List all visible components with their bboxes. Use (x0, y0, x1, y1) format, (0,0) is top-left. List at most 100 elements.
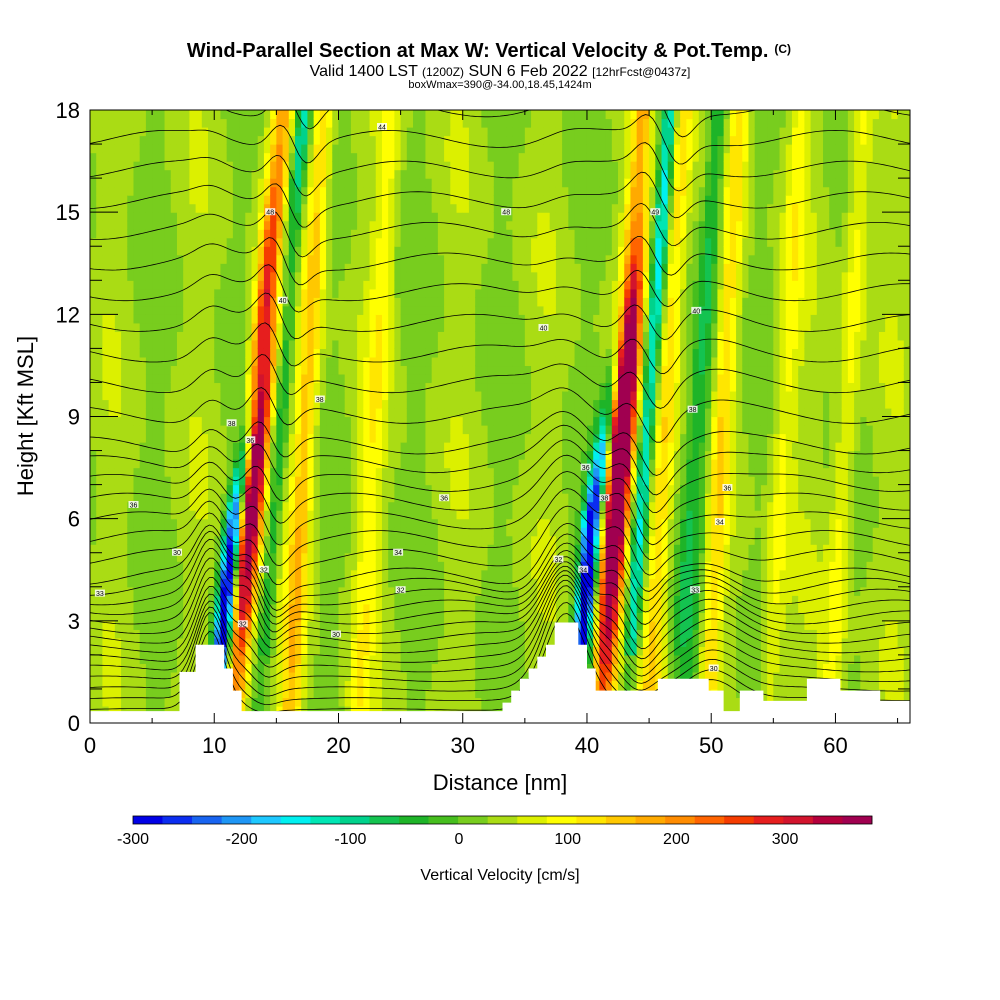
velocity-cell (456, 637, 464, 647)
velocity-cell (201, 467, 209, 477)
velocity-cell (413, 535, 420, 545)
velocity-cell (270, 459, 277, 469)
velocity-cell (214, 305, 222, 315)
velocity-cell (437, 561, 445, 571)
velocity-cell (208, 220, 215, 230)
velocity-cell (239, 425, 246, 435)
velocity-cell (183, 407, 190, 418)
velocity-cell (90, 178, 97, 188)
velocity-cell (450, 603, 458, 613)
velocity-cell (183, 152, 190, 162)
velocity-cell (270, 237, 277, 247)
velocity-cell (400, 493, 408, 503)
velocity-cell (164, 527, 172, 537)
velocity-cell (369, 561, 377, 571)
velocity-cell (500, 305, 507, 315)
velocity-cell (381, 297, 389, 307)
velocity-cell (183, 331, 190, 341)
velocity-cell (301, 603, 309, 613)
velocity-cell (493, 416, 501, 426)
velocity-cell (338, 450, 346, 460)
velocity-cell (462, 246, 470, 256)
velocity-cell (500, 552, 507, 562)
velocity-cell (413, 552, 420, 562)
velocity-cell (406, 433, 414, 443)
velocity-cell (214, 280, 222, 290)
velocity-cell (263, 637, 271, 647)
velocity-cell (90, 356, 97, 367)
velocity-cell (295, 535, 302, 545)
velocity-cell (487, 118, 495, 128)
velocity-cell (251, 671, 259, 682)
velocity-cell (152, 237, 159, 247)
velocity-cell (102, 671, 110, 682)
velocity-cell (369, 416, 377, 426)
velocity-cell (96, 390, 104, 401)
velocity-cell (251, 535, 259, 545)
velocity-cell (487, 637, 495, 647)
velocity-cell (487, 152, 495, 162)
velocity-cell (419, 203, 427, 213)
velocity-cell (363, 263, 371, 273)
velocity-cell (208, 254, 215, 264)
velocity-cell (251, 603, 259, 613)
velocity-cell (145, 544, 153, 554)
velocity-cell (437, 178, 445, 188)
velocity-cell (214, 501, 222, 511)
velocity-cell (257, 484, 265, 494)
velocity-cell (319, 544, 327, 554)
velocity-cell (307, 663, 315, 673)
velocity-cell (201, 186, 209, 196)
velocity-cell (394, 603, 402, 613)
velocity-cell (257, 399, 265, 409)
velocity-cell (444, 118, 451, 128)
velocity-cell (381, 603, 389, 613)
velocity-cell (263, 484, 271, 494)
velocity-cell (369, 510, 377, 520)
velocity-cell (506, 620, 514, 630)
velocity-cell (456, 518, 464, 528)
velocity-cell (326, 237, 333, 247)
velocity-cell (133, 467, 141, 477)
velocity-cell (164, 382, 172, 392)
velocity-cell (121, 297, 128, 307)
velocity-cell (127, 110, 135, 120)
velocity-cell (133, 544, 141, 554)
velocity-cell (444, 127, 451, 137)
velocity-cell (363, 425, 371, 435)
velocity-cell (282, 212, 290, 222)
velocity-cell (406, 680, 414, 690)
velocity-cell (437, 476, 445, 486)
velocity-cell (208, 314, 215, 324)
velocity-cell (425, 314, 433, 324)
velocity-cell (419, 688, 427, 699)
velocity-cell (518, 569, 526, 579)
velocity-cell (468, 476, 476, 486)
velocity-cell (493, 390, 501, 401)
velocity-cell (406, 271, 414, 281)
velocity-cell (226, 237, 234, 247)
velocity-cell (195, 322, 203, 332)
velocity-cell (108, 416, 116, 426)
velocity-cell (431, 527, 439, 537)
velocity-cell (456, 203, 464, 213)
velocity-cell (419, 493, 427, 503)
velocity-cell (183, 510, 190, 520)
velocity-cell (487, 127, 495, 137)
velocity-cell (338, 254, 346, 264)
velocity-cell (400, 595, 408, 605)
velocity-cell (357, 425, 364, 435)
velocity-cell (239, 314, 246, 324)
velocity-cell (394, 110, 402, 120)
velocity-cell (263, 348, 271, 358)
velocity-cell (195, 144, 203, 154)
velocity-cell (326, 178, 333, 188)
velocity-cell (512, 544, 520, 554)
velocity-cell (506, 288, 514, 298)
velocity-cell (493, 314, 501, 324)
velocity-cell (381, 416, 389, 426)
velocity-cell (102, 629, 110, 639)
velocity-cell (456, 322, 464, 332)
velocity-cell (220, 322, 228, 332)
